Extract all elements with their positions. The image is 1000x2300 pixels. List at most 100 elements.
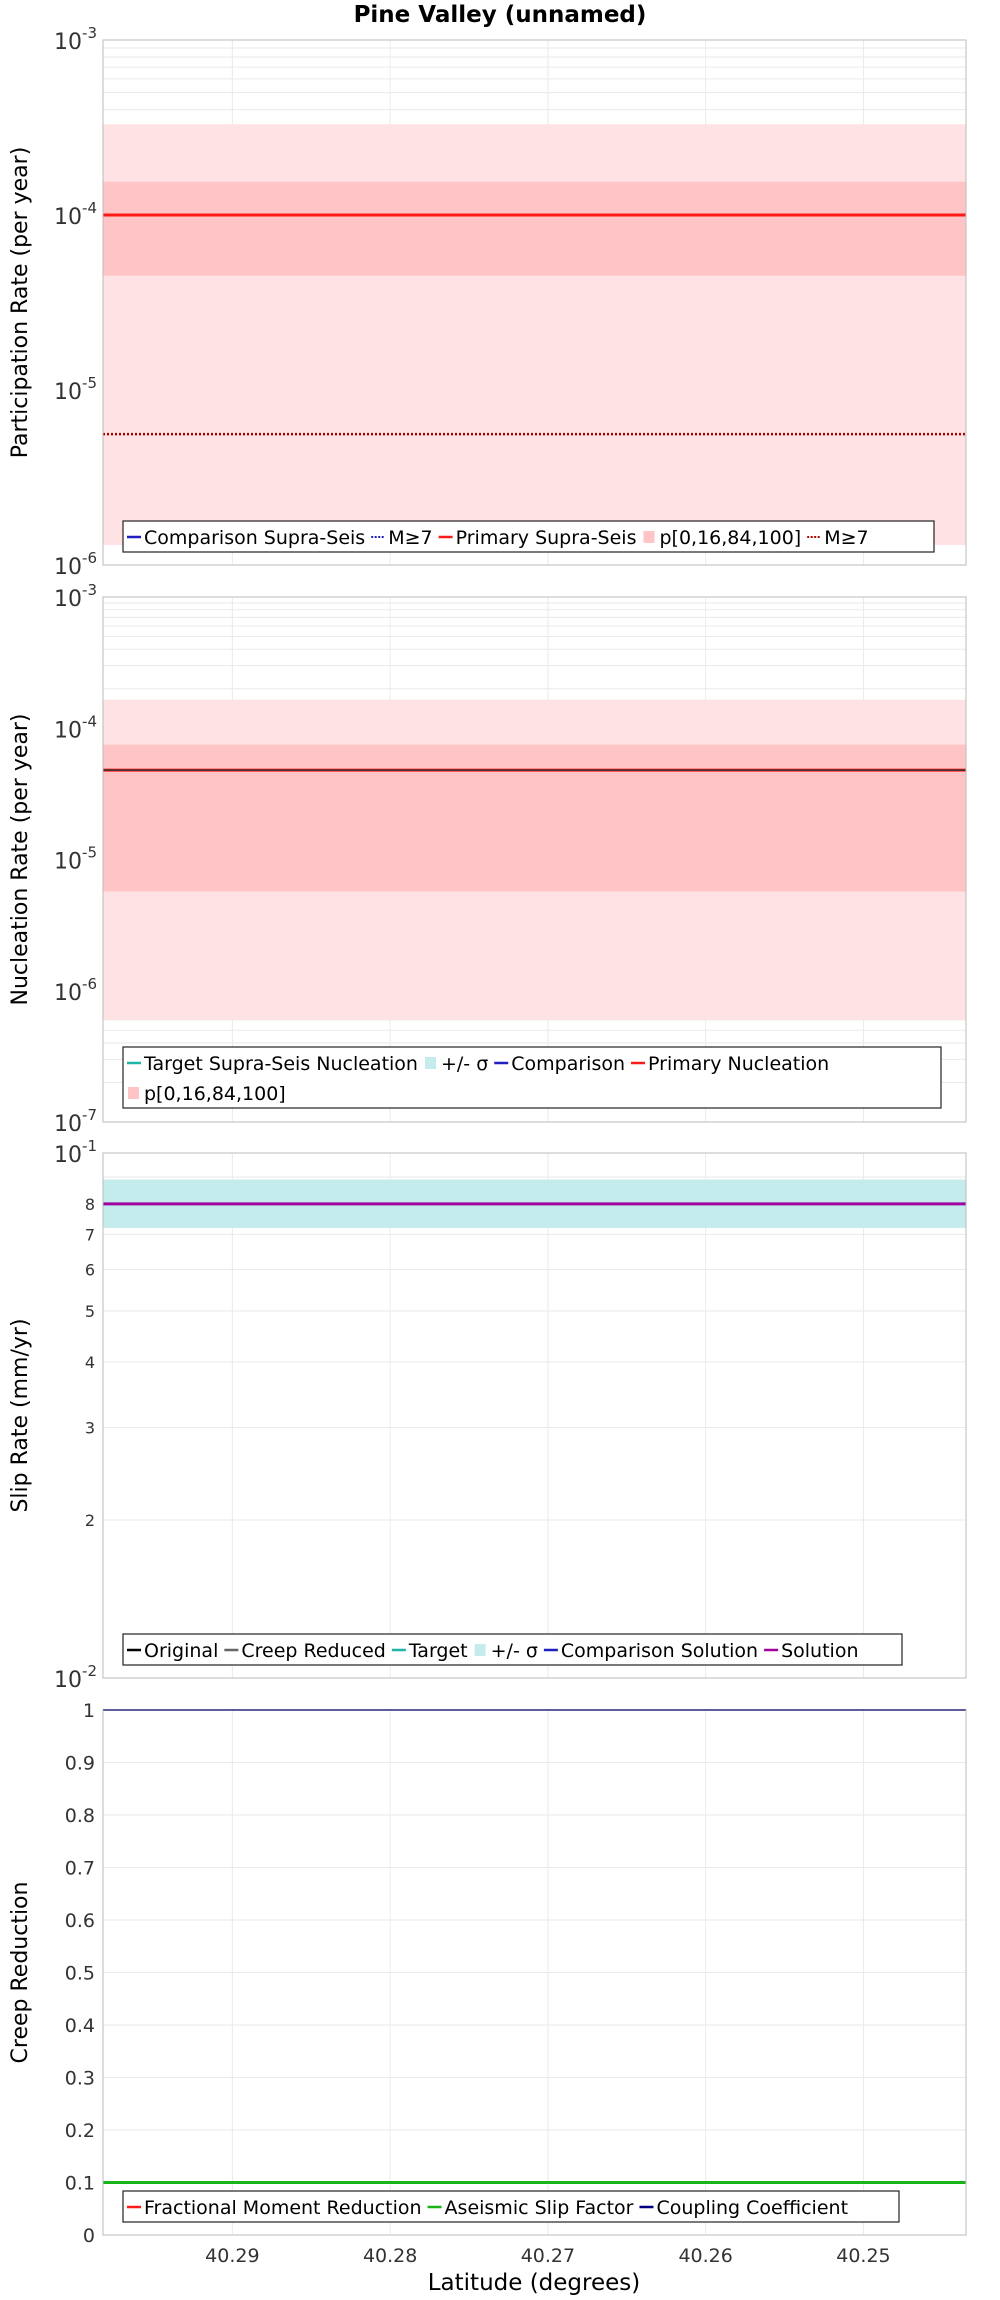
legend-item: Comparison Supra-Seis [127,527,365,549]
legend-box [122,2190,900,2223]
legend-label: p[0,16,84,100] [144,1083,286,1105]
y-minor-tick-label: 7 [85,1225,95,1244]
legend-item: +/- σ [474,1640,538,1662]
legend-item: Original [127,1640,218,1662]
y-tick-label: 10-5 [54,844,97,875]
y-tick-label: 0.6 [65,1910,95,1932]
legend-label: Solution [781,1640,858,1662]
band-p-0-16-84-100-inner [103,181,966,276]
legend-label: M≥7 [824,527,868,549]
y-tick-label: 10-4 [54,199,97,230]
y-tick-label: 10-3 [54,581,97,612]
plot-area [103,1153,966,1678]
y-axis-label: Participation Rate (per year) [8,147,33,459]
x-tick-label: 40.25 [836,2245,890,2267]
legend-label: Primary Supra-Seis [456,527,637,549]
legend: Target Supra-Seis Nucleation +/- σ Compari… [122,1046,942,1109]
y-tick-labels: 1 0.9 0.8 0.7 0.6 0.5 0.4 0.3 0.2 0.1 0 [65,1700,95,2247]
legend-label: Primary Nucleation [648,1053,829,1075]
legend-item: p[0,16,84,100] [643,527,801,549]
panel-4: 1 0.9 0.8 0.7 0.6 0.5 0.4 0.3 0.2 0.1 0 Creep Reduc… [8,1700,967,2247]
legend-item: Aseismic Slip Factor [427,2197,634,2219]
x-tick-labels: 40.29 40.28 40.27 40.26 40.25 [205,2245,890,2267]
legend-label: Original [144,1640,218,1662]
y-tick-label: 0.7 [65,1858,95,1880]
legend-item: M≥7 [807,527,869,549]
x-axis-label: Latitude (degrees) [428,2270,641,2296]
y-tick-label: 10-5 [54,374,97,405]
legend-box [122,1046,942,1109]
y-tick-label: 10-7 [54,1106,97,1137]
plot-frame [102,1152,967,1679]
y-tick-label: 1 [83,1700,95,1722]
y-axis-label: Slip Rate (mm/yr) [8,1318,33,1512]
plot-frame [102,1709,967,2236]
legend-item: Fractional Moment Reduction [127,2197,422,2219]
legend-label: Coupling Coefficient [656,2197,848,2219]
x-tick-label: 40.29 [205,2245,259,2267]
legend-item: Target Supra-Seis Nucleation [127,1053,418,1075]
y-minor-tick-label: 8 [85,1195,95,1214]
legend-item: Primary Nucleation [631,1053,829,1075]
legend-label: Target Supra-Seis Nucleation [143,1053,418,1075]
panel-2: 10-3 10-4 10-5 10-6 10-7 Nucleation Rate (per… [8,581,967,1137]
y-tick-label: 10-3 [54,24,97,55]
legend-label: Comparison Solution [561,1640,758,1662]
y-minor-tick-label: 2 [85,1511,95,1530]
y-tick-label: 10-6 [54,549,97,580]
legend-item: Coupling Coefficient [639,2197,848,2219]
legend-label: p[0,16,84,100] [659,527,801,549]
legend-box [122,520,935,553]
y-tick-label: 0.4 [65,2015,95,2037]
y-tick-label: 10-2 [54,1662,97,1693]
panel-3: 10-1 10-2 8 7 6 5 4 3 2 Slip Rate (mm/yr) Original… [8,1137,967,1693]
legend-item: Creep Reduced [224,1640,386,1662]
legend-label: Comparison [511,1053,625,1075]
legend-label: Creep Reduced [241,1640,385,1662]
legend-label: +/- σ [491,1640,538,1662]
y-tick-label: 0.2 [65,2120,95,2142]
y-tick-label: 0.9 [65,1753,95,1775]
legend-item: M≥7 [371,527,433,549]
y-tick-labels: 10-3 10-4 10-5 10-6 10-7 [54,581,97,1137]
legend: Fractional Moment Reduction Aseismic Slip… [122,2190,900,2223]
legend-label: +/- σ [441,1053,488,1075]
legend-item: Primary Supra-Seis [438,527,637,549]
x-tick-label: 40.26 [678,2245,732,2267]
legend-label: Target [408,1640,468,1662]
y-tick-label: 0.3 [65,2068,95,2090]
legend-item: p[0,16,84,100] [128,1083,286,1105]
x-tick-label: 40.28 [363,2245,417,2267]
y-gridlines [103,1152,966,1679]
y-tick-label: 0 [83,2225,95,2247]
y-tick-labels: 10-1 10-2 8 7 6 5 4 3 2 [54,1137,97,1693]
plot-frame [102,39,967,566]
y-tick-label: 0.5 [65,1963,95,1985]
legend-swatch [643,531,655,543]
legend-swatch [474,1644,486,1656]
legend-item: Solution [764,1640,859,1662]
legend-item: +/- σ [424,1053,488,1075]
y-minor-tick-label: 5 [85,1302,95,1321]
legend-swatch [128,1087,139,1099]
legend-label: M≥7 [388,527,432,549]
legend-label: Comparison Supra-Seis [144,527,365,549]
y-tick-label: 0.1 [65,2173,95,2195]
legend-item: Comparison Solution [543,1640,758,1662]
legend-label: Aseismic Slip Factor [445,2197,634,2219]
legend-item: Comparison [494,1053,625,1075]
legend-swatch [424,1057,436,1069]
y-tick-labels: 10-3 10-4 10-5 10-6 [54,24,97,580]
legend: Original Creep Reduced Target +/- σ Comparis… [122,1633,903,1666]
y-tick-label: 10-6 [54,975,97,1006]
legend: Comparison Supra-Seis M≥7 Primary Supra-Se… [122,520,935,553]
plot-frame [102,596,967,1123]
panel-1: 10-3 10-4 10-5 10-6 Participation Rate (per … [8,24,967,580]
figure-title: Pine Valley (unnamed) [354,2,647,28]
x-tick-label: 40.27 [521,2245,575,2267]
y-axis-label: Nucleation Rate (per year) [8,714,33,1006]
y-tick-label: 0.8 [65,1805,95,1827]
y-tick-label: 10-1 [54,1137,97,1168]
legend-item: Target [391,1640,468,1662]
